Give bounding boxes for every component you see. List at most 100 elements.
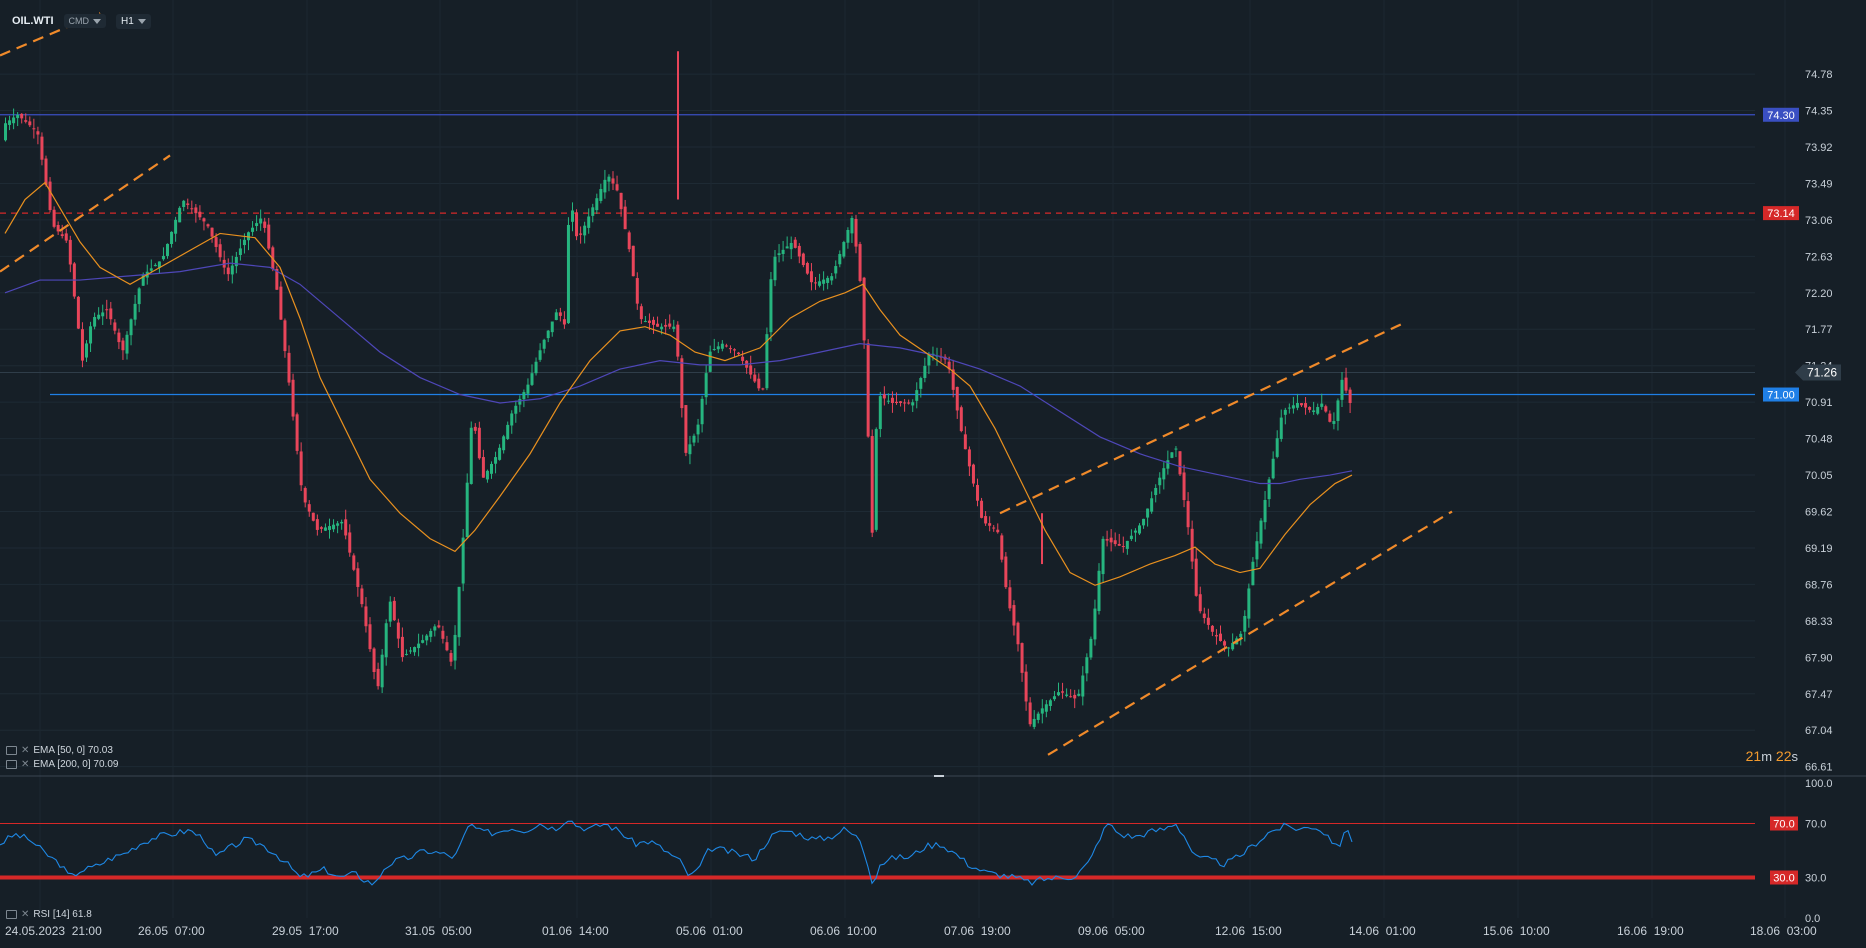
candle-body bbox=[672, 326, 676, 329]
candle-body bbox=[473, 426, 477, 431]
candle-body bbox=[328, 526, 331, 530]
candle-body bbox=[1113, 540, 1117, 545]
candle-body bbox=[226, 267, 230, 275]
candle-body bbox=[627, 232, 631, 250]
legend-rsi[interactable]: ✕ RSI [14] 61.8 bbox=[6, 909, 92, 920]
price-level-label: 74.30 bbox=[1767, 110, 1795, 122]
candle-body bbox=[117, 332, 121, 343]
candle-body bbox=[263, 221, 267, 228]
candle-body bbox=[1028, 702, 1032, 725]
candle-body bbox=[1206, 617, 1210, 625]
candle-body bbox=[1121, 546, 1125, 548]
trend-line[interactable] bbox=[0, 154, 171, 273]
candle-body bbox=[421, 640, 425, 643]
candle-body bbox=[1344, 377, 1348, 391]
candle-body bbox=[870, 436, 874, 533]
candle-body bbox=[1182, 472, 1186, 501]
symbol-label[interactable]: OIL.WTI bbox=[12, 15, 54, 27]
candle-body bbox=[846, 230, 850, 243]
candle-body bbox=[1340, 379, 1344, 400]
candle-body bbox=[149, 268, 153, 271]
candle-body bbox=[959, 407, 963, 432]
settings-icon[interactable] bbox=[6, 746, 17, 755]
legend-ema200[interactable]: ✕ EMA [200, 0] 70.09 bbox=[6, 759, 118, 770]
candle-body bbox=[113, 322, 117, 331]
timeframe-dropdown[interactable]: H1 bbox=[116, 13, 151, 29]
candle-body bbox=[1162, 468, 1166, 480]
settings-icon[interactable] bbox=[6, 910, 17, 919]
candle-body bbox=[194, 207, 198, 214]
rsi-tick-label: 70.0 bbox=[1805, 819, 1826, 831]
candle-body bbox=[4, 123, 7, 141]
candle-body bbox=[89, 326, 93, 344]
candle-body bbox=[319, 527, 323, 529]
trend-line[interactable] bbox=[999, 321, 1406, 515]
candle-body bbox=[716, 346, 720, 350]
candle-body bbox=[332, 524, 336, 530]
candle-body bbox=[48, 181, 52, 211]
candle-body bbox=[481, 457, 485, 478]
trend-line[interactable] bbox=[1047, 510, 1453, 756]
candle-body bbox=[842, 242, 846, 257]
settings-icon[interactable] bbox=[6, 760, 17, 769]
candle-body bbox=[376, 668, 380, 687]
price-level-label: 71.00 bbox=[1767, 390, 1795, 402]
candle-body bbox=[490, 463, 493, 474]
candle-body bbox=[1097, 570, 1101, 612]
candle-body bbox=[1000, 535, 1004, 560]
candle-body bbox=[206, 224, 210, 227]
candle-body bbox=[295, 414, 299, 451]
candle-body bbox=[907, 402, 911, 404]
rsi-tick-label: 0.0 bbox=[1805, 913, 1820, 925]
candle-body bbox=[899, 401, 903, 403]
candle-body bbox=[862, 277, 866, 341]
candle-body bbox=[409, 650, 412, 652]
time-tick-label: 06.06 10:00 bbox=[810, 924, 877, 938]
candle-body bbox=[927, 353, 931, 366]
candle-body bbox=[153, 264, 157, 267]
candle-body bbox=[919, 378, 923, 389]
legend-ema200-label: EMA [200, 0] 70.09 bbox=[33, 759, 119, 770]
candle-body bbox=[255, 223, 259, 226]
candle-body bbox=[1219, 633, 1222, 641]
time-tick-label: 07.06 19:00 bbox=[944, 924, 1011, 938]
candle-body bbox=[773, 256, 777, 281]
candle-body bbox=[571, 210, 574, 222]
instrument-type-dropdown[interactable]: CMD bbox=[63, 14, 107, 28]
candle-body bbox=[826, 277, 830, 283]
candle-body bbox=[1190, 528, 1194, 562]
close-icon[interactable]: ✕ bbox=[21, 759, 30, 770]
candle-body bbox=[1052, 696, 1056, 700]
ema200-line bbox=[4, 262, 1353, 485]
candle-body bbox=[198, 211, 202, 218]
candle-body bbox=[1020, 643, 1024, 673]
candle-body bbox=[643, 321, 647, 323]
candle-body bbox=[1008, 587, 1012, 609]
candle-body bbox=[882, 394, 886, 399]
candle-body bbox=[554, 312, 558, 320]
ema50-line bbox=[4, 181, 1353, 586]
candle-body bbox=[186, 203, 190, 205]
candle-body bbox=[417, 643, 421, 649]
candle-body bbox=[12, 117, 16, 124]
candle-body bbox=[368, 624, 372, 650]
price-tick-label: 67.04 bbox=[1805, 725, 1833, 737]
pane-resize-handle[interactable] bbox=[934, 775, 944, 777]
candle-body bbox=[230, 265, 234, 275]
legend-ema50[interactable]: ✕ EMA [50, 0] 70.03 bbox=[6, 745, 113, 756]
close-icon[interactable]: ✕ bbox=[21, 745, 30, 756]
candle-body bbox=[178, 207, 182, 223]
candle-body bbox=[510, 413, 514, 426]
time-tick-label: 05.06 01:00 bbox=[676, 924, 743, 938]
price-tick-label: 72.63 bbox=[1805, 251, 1833, 263]
rsi-level-badge bbox=[1770, 816, 1798, 831]
price-level-badge bbox=[1763, 387, 1799, 402]
close-icon[interactable]: ✕ bbox=[21, 909, 30, 920]
candle-body bbox=[1308, 406, 1312, 410]
candle-body bbox=[404, 653, 408, 655]
candle-body bbox=[980, 500, 984, 518]
candle-body bbox=[1300, 403, 1303, 406]
candle-body bbox=[445, 642, 449, 651]
candle-body bbox=[526, 384, 530, 394]
